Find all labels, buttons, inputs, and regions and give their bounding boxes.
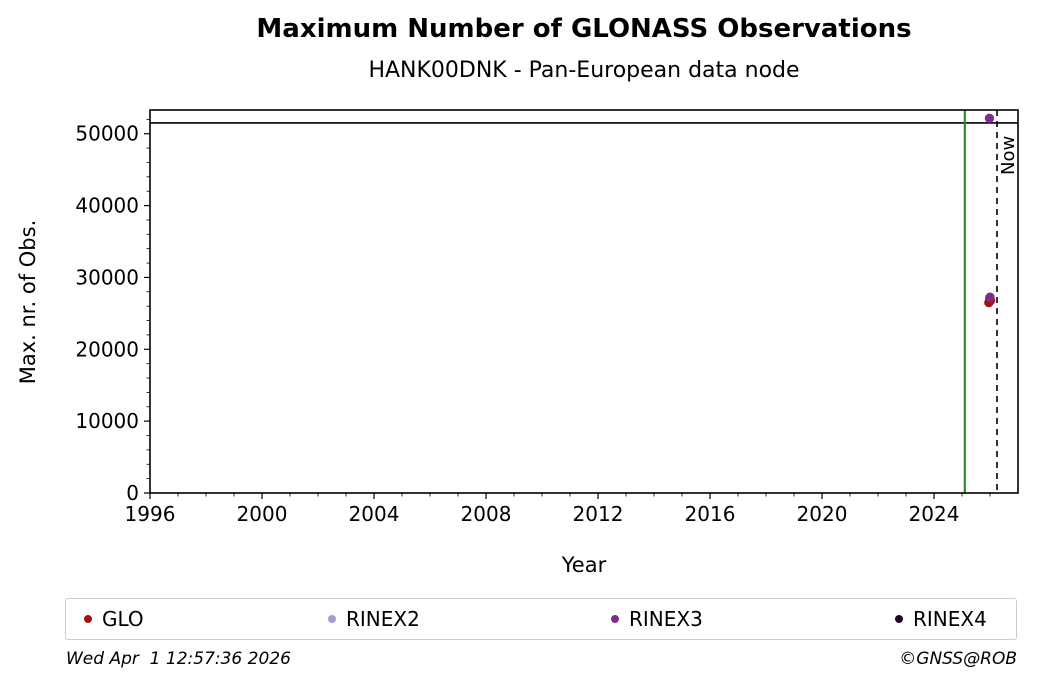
x-tick-label: 2008 [461, 502, 512, 526]
y-tick-label: 10000 [75, 409, 139, 433]
legend: GLO RINEX2 RINEX3 RINEX4 [65, 598, 1017, 640]
y-tick-label: 30000 [75, 265, 139, 289]
x-axis-label: Year [561, 553, 607, 577]
legend-label-glo: GLO [102, 607, 144, 631]
x-tick-label: 2020 [797, 502, 848, 526]
x-tick-label: 2004 [349, 502, 400, 526]
rinex3-marker-icon [611, 615, 619, 623]
legend-label-rinex4: RINEX4 [913, 607, 987, 631]
y-tick-label: 20000 [75, 337, 139, 361]
glo-marker-icon [84, 615, 92, 623]
copyright-text: ©GNSS@ROB [899, 649, 1017, 669]
x-tick-label: 2024 [909, 502, 960, 526]
legend-item-rinex3: RINEX3 [611, 607, 703, 631]
y-axis-label: Max. nr. of Obs. [16, 219, 40, 385]
legend-item-glo: GLO [84, 607, 144, 631]
legend-label-rinex2: RINEX2 [346, 607, 420, 631]
y-tick-label: 50000 [75, 122, 139, 146]
rinex4-marker-icon [895, 615, 903, 623]
data-point-rinex3 [985, 292, 995, 302]
timestamp-text: Wed Apr 1 12:57:36 2026 [66, 649, 291, 669]
plot-frame [149, 109, 1019, 494]
legend-item-rinex4: RINEX4 [895, 607, 987, 631]
y-tick-label: 0 [126, 481, 139, 505]
x-tick-label: 2000 [237, 502, 288, 526]
chart-subtitle: HANK00DNK - Pan-European data node [368, 58, 800, 83]
legend-item-rinex2: RINEX2 [328, 607, 420, 631]
data-point-rinex3 [984, 113, 995, 123]
chart-title: Maximum Number of GLONASS Observations [256, 14, 912, 44]
x-tick-label: 2016 [685, 502, 736, 526]
rinex2-marker-icon [328, 615, 336, 623]
now-label: Now [998, 136, 1019, 175]
legend-label-rinex3: RINEX3 [629, 607, 703, 631]
x-tick-label: 1996 [125, 502, 176, 526]
y-tick-label: 40000 [75, 194, 139, 218]
x-tick-label: 2012 [573, 502, 624, 526]
